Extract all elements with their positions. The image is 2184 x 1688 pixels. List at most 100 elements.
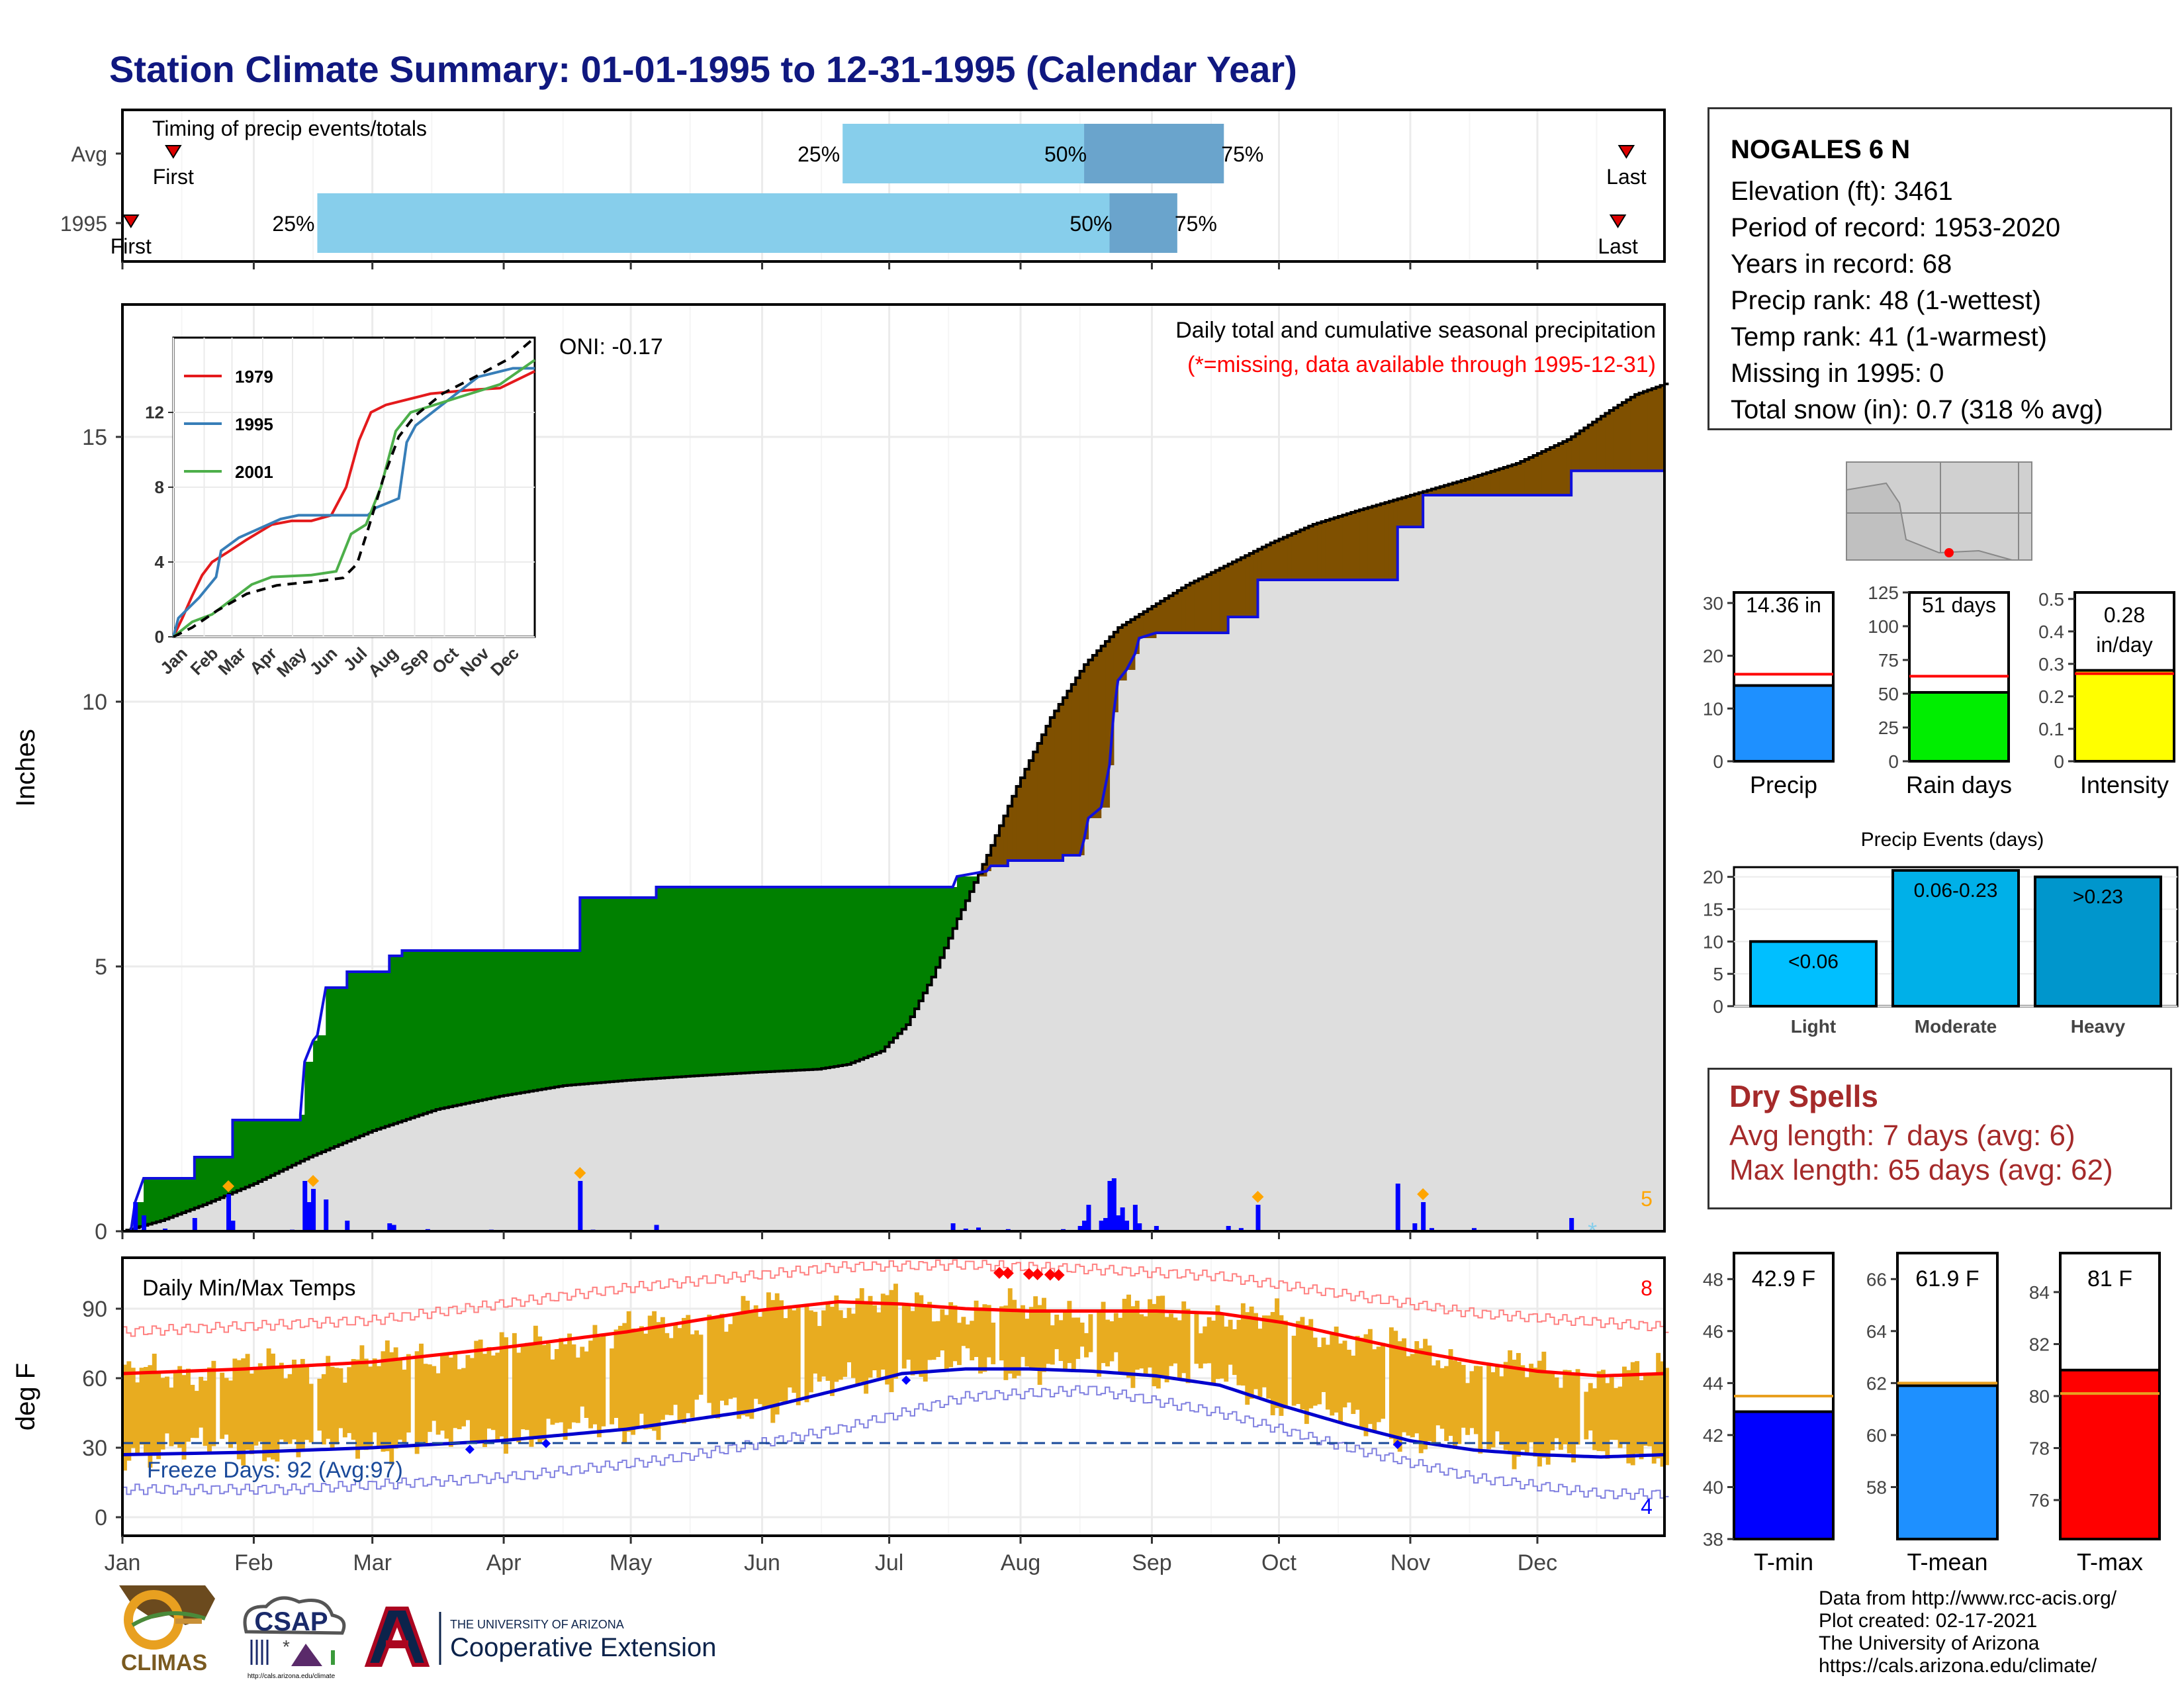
above-average-fill (762, 887, 767, 1072)
daily-temp-range-bar (681, 1317, 686, 1424)
daily-precip-bar (230, 1221, 236, 1231)
daily-temp-range-bar (359, 1345, 365, 1449)
above-average-fill (207, 1157, 212, 1203)
daily-temp-range-bar (393, 1347, 398, 1449)
first-event-label: First (153, 165, 194, 189)
below-average-fill (1156, 604, 1161, 633)
inset-month-label: Jun (306, 643, 341, 679)
record-high-marker (1023, 1268, 1035, 1280)
above-average-fill (537, 951, 543, 1090)
above-average-fill (753, 887, 758, 1072)
daily-temp-range-bar (474, 1340, 479, 1442)
daily-precip-bar (1154, 1226, 1159, 1231)
daily-temp-range-bar (546, 1343, 551, 1419)
above-average-fill (381, 972, 386, 1128)
events-title: Precip Events (days) (1861, 829, 2044, 851)
daily-temp-range-bar (829, 1307, 835, 1396)
record-high-marker (1031, 1268, 1044, 1280)
below-average-fill (1643, 391, 1648, 471)
events-y-tick-label: 5 (1713, 964, 1723, 984)
daily-temp-range-bar (1317, 1346, 1322, 1405)
below-average-fill (1190, 583, 1195, 633)
above-average-fill (927, 887, 933, 985)
first-event-marker (122, 214, 140, 228)
daily-temp-range-bar (931, 1321, 936, 1360)
daily-temp-range-bar (825, 1303, 831, 1381)
daily-precip-bar (302, 1181, 308, 1231)
daily-temp-range-bar (1088, 1314, 1093, 1352)
above-average-fill (482, 951, 488, 1100)
summary-y-tick-label: 48 (1703, 1269, 1723, 1289)
below-average-fill (1431, 489, 1436, 495)
below-average-fill (1118, 628, 1123, 680)
avg-cumulative-area (122, 384, 1664, 1231)
daily-temp-range-bar (974, 1300, 979, 1357)
daily-temp-range-bar (414, 1351, 420, 1454)
below-average-fill (1181, 588, 1187, 633)
daily-temp-range-bar (1181, 1301, 1187, 1374)
daily-precip-bar (324, 1199, 329, 1231)
daily-temp-range-bar (1105, 1319, 1110, 1367)
daily-temp-range-bar (253, 1369, 259, 1446)
temp-summary-t-mean: 61.9 F 58 60 62 64 66 T-mean (1866, 1252, 1999, 1575)
daily-temp-range-bar (991, 1323, 996, 1364)
daily-temp-range-bar (948, 1302, 954, 1368)
above-average-fill (673, 887, 678, 1078)
daily-temp-range-bar (1012, 1299, 1017, 1379)
daily-temp-range-bar (1388, 1327, 1394, 1439)
below-average-fill (1406, 496, 1411, 527)
below-average-fill (1092, 655, 1097, 818)
below-average-fill (1105, 641, 1111, 808)
daily-temp-range-bar (723, 1331, 729, 1405)
above-average-fill (864, 887, 869, 1058)
precip-subtitle: (*=missing, data available through 1995-… (1187, 352, 1656, 377)
below-average-fill (1639, 393, 1644, 471)
daily-temp-range-bar (486, 1346, 492, 1429)
above-average-fill (745, 887, 750, 1073)
record-high-marker (993, 1266, 1006, 1279)
above-average-fill (957, 876, 962, 919)
above-average-fill (211, 1157, 216, 1201)
daily-temp-range-bar (915, 1292, 919, 1372)
daily-temp-range-bar (199, 1376, 204, 1428)
daily-temp-range-bar (1397, 1341, 1402, 1452)
record-high-marker (1044, 1268, 1056, 1281)
daily-temp-range-bar (1232, 1329, 1237, 1376)
above-average-fill (919, 887, 924, 1001)
daily-temp-range-bar (1499, 1376, 1504, 1445)
y-tick-label: 30 (82, 1436, 107, 1461)
daily-temp-range-bar (592, 1325, 598, 1425)
below-average-fill (1249, 553, 1254, 617)
above-average-fill (448, 951, 453, 1107)
daily-temp-range-bar (850, 1313, 856, 1378)
below-average-fill (1236, 559, 1242, 617)
summary-y-tick-label: 0.3 (2038, 654, 2064, 675)
below-average-fill (1490, 471, 1496, 495)
timing-panel: 25% 50% 75% First Last 25% 50% 75% First Last Timi… (60, 109, 1666, 269)
below-average-fill (1173, 593, 1178, 633)
below-average-fill (1021, 778, 1026, 861)
below-average-fill (1016, 786, 1021, 861)
avg-tmax-line (122, 1299, 1665, 1378)
svg-text:*: * (283, 1636, 290, 1657)
daily-temp-range-bar (1558, 1387, 1563, 1450)
inset-month-label: Jul (340, 643, 371, 675)
daily-temp-range-bar (1240, 1303, 1246, 1386)
daily-temp-range-bar (203, 1380, 208, 1446)
below-average-fill (1228, 564, 1233, 617)
daily-temp-range-bar (1169, 1313, 1173, 1366)
daily-temp-range-bar (317, 1378, 322, 1431)
daily-temp-range-bar (1325, 1344, 1330, 1410)
daily-precip-bar (1111, 1178, 1116, 1231)
inset-series-line-1979 (172, 370, 535, 637)
month-label: Oct (1261, 1550, 1297, 1575)
below-average-fill (1554, 445, 1559, 495)
daily-temp-range-bar (1469, 1371, 1475, 1429)
below-average-fill (1381, 503, 1386, 580)
daily-temp-range-bar (130, 1368, 136, 1448)
credit-plot-date: Plot created: 02-17-2021 (1819, 1610, 2038, 1632)
summary-y-tick-label: 76 (2029, 1490, 2050, 1511)
summary-value-label: 0.28 (2104, 603, 2145, 627)
below-average-fill (1567, 440, 1572, 495)
below-average-fill (1385, 502, 1390, 580)
